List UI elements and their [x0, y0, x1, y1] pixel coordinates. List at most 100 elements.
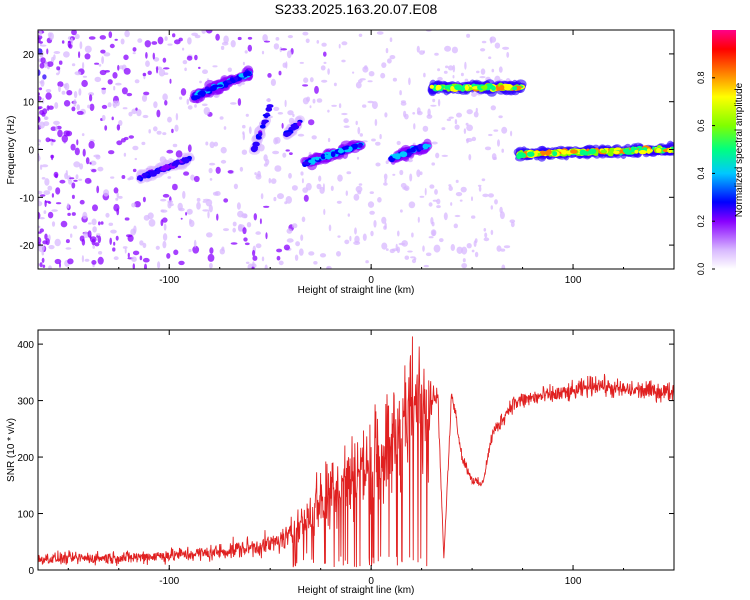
heatmap-noise-cell	[403, 110, 407, 118]
heatmap-noise-cell	[82, 148, 86, 157]
heatmap-noise-cell	[359, 133, 363, 137]
heatmap-noise-cell	[431, 162, 436, 166]
heatmap-noise-cell	[116, 140, 123, 146]
heatmap-noise-cell	[270, 78, 276, 86]
heatmap-noise-cell	[202, 200, 207, 203]
heatmap-noise-cell	[392, 77, 397, 82]
heatmap-noise-cell	[88, 36, 96, 40]
heatmap-noise-cell	[270, 178, 277, 184]
heatmap-noise-cell	[121, 175, 126, 179]
heatmap-noise-cell	[371, 138, 376, 142]
heatmap-noise-cell	[157, 261, 161, 269]
heatmap-noise-cell	[476, 70, 480, 74]
heatmap-noise-cell	[510, 130, 513, 137]
heatmap-noise-cell	[346, 171, 352, 175]
heatmap-noise-cell	[251, 266, 255, 269]
heatmap-noise-cell	[120, 38, 125, 45]
heatmap-noise-cell	[447, 65, 454, 71]
heatmap-noise-cell	[91, 238, 96, 246]
heatmap-noise-cell	[285, 149, 290, 152]
heatmap-noise-cell	[100, 49, 106, 54]
heatmap-noise-cell	[247, 44, 252, 52]
heatmap-noise-cell	[167, 176, 172, 179]
heatmap-feature-cell	[191, 97, 198, 101]
heatmap-noise-cell	[353, 241, 361, 245]
heatmap-noise-cell	[328, 224, 332, 232]
heatmap-feature-cell	[624, 149, 632, 155]
heatmap-noise-cell	[87, 104, 91, 109]
heatmap-noise-cell	[65, 247, 72, 250]
heatmap-noise-cell	[501, 126, 508, 134]
heatmap-noise-cell	[286, 228, 293, 234]
snr-x-axis-label: Height of straight line (km)	[298, 585, 415, 596]
heatmap-noise-cell	[431, 230, 436, 237]
heatmap-noise-cell	[466, 243, 472, 249]
heatmap-noise-cell	[78, 51, 81, 59]
heatmap-noise-cell	[82, 231, 90, 238]
heatmap-noise-cell	[101, 87, 107, 90]
heatmap-noise-cell	[191, 32, 199, 36]
heatmap-noise-cell	[180, 88, 187, 96]
heatmap-noise-cell	[255, 231, 261, 235]
heatmap-noise-cell	[338, 103, 342, 109]
heatmap-noise-cell	[205, 30, 213, 34]
heatmap-noise-cell	[355, 185, 363, 193]
heatmap-noise-cell	[82, 61, 85, 70]
heatmap-noise-cell	[288, 172, 292, 179]
heatmap-feature-cell	[217, 84, 224, 88]
heatmap-noise-cell	[103, 189, 110, 197]
heatmap-noise-cell	[141, 141, 146, 146]
heatmap-noise-cell	[266, 98, 271, 102]
heatmap-noise-cell	[71, 212, 76, 216]
heatmap-noise-cell	[44, 233, 48, 240]
heatmap-noise-cell	[384, 178, 387, 183]
heatmap-noise-cell	[166, 253, 171, 259]
heatmap-noise-cell	[152, 52, 155, 60]
heatmap-noise-cell	[291, 185, 298, 191]
heatmap-noise-cell	[132, 145, 139, 151]
heatmap-noise-cell	[178, 37, 183, 42]
heatmap-noise-cell	[297, 133, 305, 137]
heatmap-noise-cell	[182, 47, 185, 51]
heatmap-noise-cell	[330, 185, 334, 191]
heatmap-feature-cell	[667, 148, 673, 154]
heatmap-noise-cell	[411, 232, 414, 238]
heatmap-noise-cell	[162, 240, 167, 249]
heatmap-noise-cell	[318, 175, 322, 182]
snr-frame	[37, 329, 675, 571]
heatmap-feature-cell	[418, 146, 424, 151]
heatmap-noise-cell	[43, 121, 50, 127]
heatmap-noise-cell	[162, 233, 168, 241]
heatmap-noise-cell	[110, 229, 117, 234]
heatmap-noise-cell	[48, 245, 55, 250]
heatmap-noise-cell	[496, 245, 502, 252]
heatmap-noise-cell	[41, 164, 49, 168]
heatmap-noise-cell	[466, 33, 471, 38]
heatmap-noise-cell	[484, 232, 488, 238]
heatmap-noise-cell	[370, 230, 374, 237]
heatmap-noise-cell	[71, 194, 75, 199]
heatmap-noise-cell	[76, 110, 84, 115]
heatmap-noise-cell	[443, 70, 448, 74]
heatmap-noise-cell	[196, 197, 201, 202]
heatmap-noise-cell	[70, 233, 73, 238]
heatmap-noise-cell	[162, 57, 167, 63]
heatmap-noise-cell	[245, 261, 250, 264]
heatmap-feature-cell	[222, 81, 228, 86]
heatmap-feature-cell	[454, 84, 462, 91]
heatmap-noise-cell	[123, 136, 129, 141]
heatmap-noise-cell	[341, 59, 346, 63]
heatmap-noise-cell	[201, 30, 206, 34]
heatmap-noise-cell	[43, 190, 51, 196]
heatmap-noise-cell	[128, 135, 134, 139]
heatmap-noise-cell	[223, 198, 229, 203]
heatmap-noise-cell	[40, 79, 45, 87]
heatmap-noise-cell	[45, 137, 51, 143]
heatmap-noise-cell	[71, 63, 76, 67]
heatmap-noise-cell	[431, 141, 438, 145]
heatmap-feature-cell	[483, 84, 488, 90]
heatmap-noise-cell	[132, 263, 135, 269]
heatmap-noise-cell	[247, 36, 253, 40]
heatmap-noise-cell	[463, 128, 467, 135]
heatmap-noise-cell	[40, 57, 46, 64]
